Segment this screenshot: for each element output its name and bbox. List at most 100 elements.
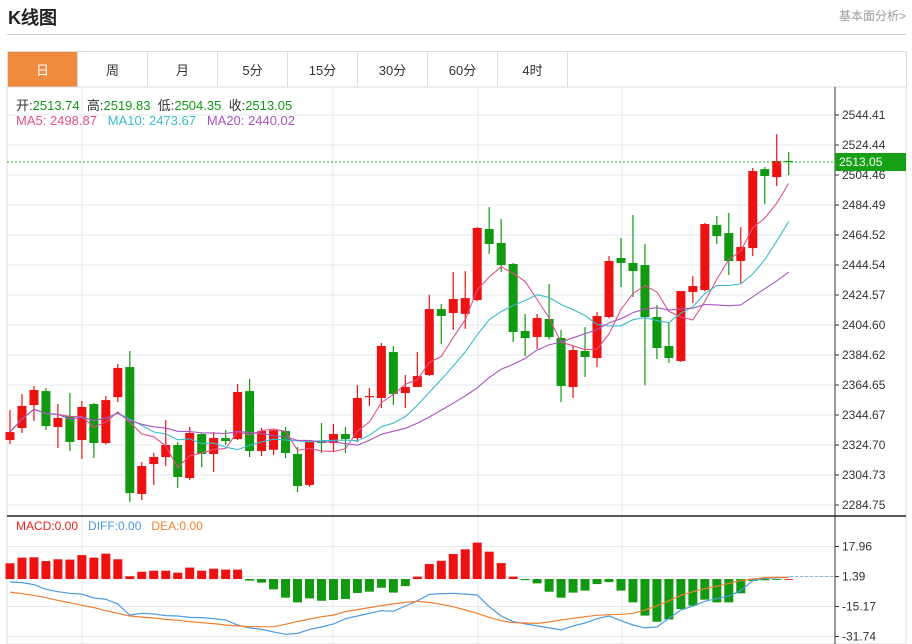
- diff-line: [9, 576, 789, 635]
- candle-up: [328, 434, 338, 444]
- tab-5min[interactable]: 5分: [218, 52, 288, 87]
- fundamental-analysis-link[interactable]: 基本面分析>: [838, 9, 906, 23]
- candle-down: [245, 391, 255, 452]
- macd-bar: [700, 579, 710, 600]
- macd-bar: [712, 579, 722, 603]
- macd-bar: [760, 579, 770, 581]
- tab-day[interactable]: 日: [8, 52, 78, 87]
- high-value: 2519.83: [103, 98, 151, 113]
- macd-bar: [628, 579, 638, 603]
- macd-bar: [257, 579, 267, 583]
- macd-bar: [676, 579, 686, 610]
- macd-bar: [125, 576, 135, 580]
- price-tick-label: 2444.54: [842, 258, 886, 272]
- macd-bar: [352, 579, 362, 593]
- candle-up: [532, 318, 542, 338]
- macd-bar: [556, 579, 566, 598]
- macd-bar: [113, 559, 123, 580]
- candle-up: [688, 286, 698, 292]
- candle-up: [424, 309, 434, 376]
- macd-bar: [41, 561, 51, 580]
- macd-bar: [316, 579, 326, 601]
- candle-up: [29, 390, 39, 406]
- candle-down: [173, 444, 183, 477]
- period-tabs: 日 周 月 5分 15分 30分 60分 4时: [7, 51, 907, 87]
- macd-bar: [101, 553, 111, 580]
- candle-down: [293, 454, 303, 487]
- dea-value: DEA:0.00: [151, 519, 203, 533]
- macd-bar: [652, 579, 662, 622]
- candle-up: [149, 457, 159, 465]
- macd-bar: [520, 579, 530, 581]
- candle-up: [257, 431, 267, 452]
- macd-bar: [305, 579, 314, 599]
- candle-up: [17, 405, 27, 429]
- candle-down: [340, 434, 350, 439]
- price-tick-label: 2384.62: [842, 348, 886, 362]
- candle-up: [161, 444, 171, 458]
- price-tick-label: 2364.65: [842, 378, 886, 392]
- last-price-tag: 2513.05: [835, 153, 906, 171]
- macd-bar: [484, 551, 494, 580]
- ma5-value: MA5: 2498.87: [16, 113, 97, 128]
- macd-bar: [640, 579, 650, 616]
- candle-up: [736, 247, 746, 262]
- tab-15min[interactable]: 15分: [288, 52, 358, 87]
- candle-down: [89, 403, 99, 444]
- open-value: 2513.74: [32, 98, 80, 113]
- macd-bar: [400, 579, 410, 587]
- candle-up: [376, 346, 386, 398]
- candle-down: [484, 229, 494, 245]
- candle-up: [460, 298, 470, 314]
- candle-down: [125, 367, 135, 494]
- candle-down: [616, 258, 626, 263]
- macd-bar: [424, 563, 434, 580]
- candle-down: [436, 309, 446, 316]
- macd-tick-label: -31.74: [842, 630, 876, 644]
- price-tick-label: 2304.73: [842, 468, 886, 482]
- macd-bar: [772, 579, 782, 580]
- macd-value: MACD:0.00: [16, 519, 79, 533]
- page-title: K线图: [8, 8, 57, 28]
- candle-down: [712, 224, 722, 237]
- candle-up: [412, 376, 422, 388]
- tab-week[interactable]: 周: [78, 52, 148, 87]
- macd-bar: [328, 579, 338, 601]
- candle-up: [676, 291, 686, 362]
- macd-bar: [185, 567, 195, 580]
- low-label: 低:: [157, 98, 175, 113]
- candle-down: [281, 431, 291, 453]
- candle-down: [221, 438, 231, 442]
- price-tick-label: 2464.52: [842, 228, 886, 242]
- candle-down: [508, 264, 518, 333]
- close-label: 收:: [228, 98, 246, 113]
- macd-bar: [496, 563, 506, 580]
- candle-down: [544, 318, 554, 338]
- candle-up: [568, 350, 578, 388]
- price-tick-label: 2404.60: [842, 318, 886, 332]
- chart-frame: [6, 86, 907, 644]
- price-tick-label: 2544.41: [842, 108, 886, 122]
- macd-bar: [53, 559, 63, 580]
- ma20-value: MA20: 2440.02: [206, 113, 296, 128]
- macd-bar: [137, 571, 147, 580]
- tab-30min[interactable]: 30分: [358, 52, 428, 87]
- candle-up: [77, 406, 87, 441]
- candle-down: [520, 330, 530, 339]
- macd-bar: [436, 560, 446, 580]
- tab-60min[interactable]: 60分: [428, 52, 498, 87]
- candle-up: [352, 397, 362, 439]
- macd-bar: [161, 570, 171, 580]
- macd-bar: [472, 542, 482, 580]
- macd-bar: [65, 559, 75, 580]
- candle-up: [448, 299, 458, 313]
- candle-down: [664, 346, 674, 359]
- macd-bar: [580, 579, 590, 591]
- candle-down: [640, 265, 650, 318]
- macd-bar: [173, 572, 183, 580]
- tab-month[interactable]: 月: [148, 52, 218, 87]
- tab-4hour[interactable]: 4时: [498, 52, 568, 87]
- candle-up: [700, 224, 710, 290]
